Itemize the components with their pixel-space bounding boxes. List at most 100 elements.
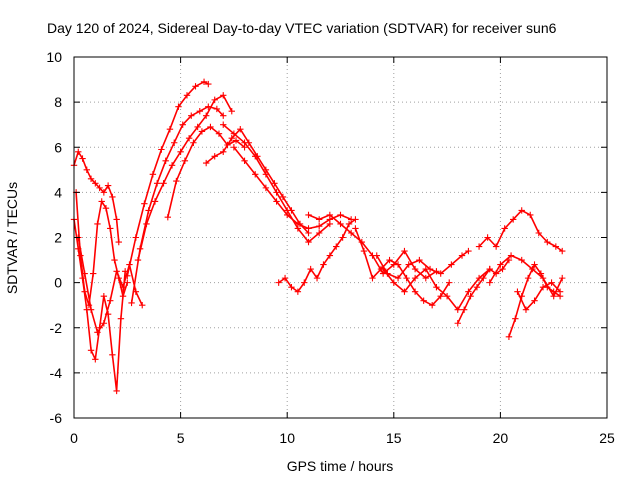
data-point — [196, 107, 203, 115]
data-point — [497, 261, 504, 268]
data-point — [315, 216, 323, 223]
data-point — [215, 130, 223, 137]
series-trace — [376, 250, 469, 279]
data-point — [100, 189, 108, 196]
series-track-13 — [305, 211, 440, 282]
data-point — [96, 184, 103, 192]
data-point — [288, 283, 295, 291]
data-point — [433, 283, 440, 291]
series-track-16 — [379, 265, 493, 313]
data-point — [559, 247, 566, 255]
data-point — [473, 283, 481, 291]
data-point — [281, 274, 289, 282]
series-trace — [233, 146, 352, 230]
data-point — [252, 171, 259, 178]
data-point — [160, 180, 167, 187]
data-point — [486, 279, 493, 286]
data-point — [373, 252, 380, 259]
data-point — [241, 157, 248, 164]
data-point — [379, 265, 387, 273]
data-point — [230, 130, 238, 137]
data-point — [124, 279, 131, 286]
data-point — [315, 223, 323, 230]
data-point — [518, 207, 525, 214]
data-point — [416, 256, 423, 264]
data-point — [111, 256, 118, 264]
data-point — [458, 252, 466, 259]
data-point — [422, 274, 429, 282]
data-point — [171, 139, 178, 146]
series-trace — [489, 254, 563, 298]
data-point — [548, 279, 555, 286]
series-trace — [478, 209, 563, 252]
series-track-5 — [124, 78, 212, 280]
data-point — [198, 128, 206, 135]
grid — [74, 57, 607, 418]
data-point — [454, 306, 461, 313]
x-tick-label: 25 — [599, 430, 615, 446]
data-point — [465, 288, 472, 295]
y-tick-label: -2 — [50, 320, 63, 336]
data-point — [132, 234, 140, 241]
y-tick-label: 0 — [54, 275, 62, 291]
data-point — [141, 200, 148, 207]
data-point — [158, 146, 165, 153]
data-point — [237, 126, 244, 133]
data-point — [79, 155, 86, 162]
data-point — [522, 306, 530, 313]
data-point — [220, 92, 227, 99]
data-point — [107, 225, 114, 232]
data-point — [507, 252, 515, 259]
y-tick-label: -6 — [50, 410, 63, 426]
series-trace — [75, 192, 129, 307]
data-point — [518, 256, 525, 264]
data-point — [467, 292, 474, 300]
data-point — [113, 216, 120, 223]
data-point — [524, 274, 532, 282]
data-point — [454, 320, 461, 327]
series-trace — [167, 126, 246, 218]
data-point — [539, 283, 547, 291]
series-track-21 — [514, 279, 564, 313]
data-point — [87, 347, 95, 354]
data-point — [181, 157, 189, 164]
data-point — [305, 238, 312, 246]
data-point — [437, 292, 444, 300]
data-point — [347, 229, 355, 237]
data-point — [220, 148, 227, 155]
series-track-14 — [352, 225, 453, 309]
data-point — [100, 292, 108, 300]
data-point — [360, 247, 368, 255]
data-point — [275, 279, 282, 286]
data-point — [252, 153, 259, 160]
data-point — [552, 243, 560, 250]
series-track-17 — [454, 256, 513, 327]
data-point — [386, 256, 393, 264]
data-point — [527, 211, 534, 219]
data-point — [492, 243, 500, 250]
data-point — [512, 315, 519, 322]
data-point — [153, 180, 161, 187]
data-point — [443, 292, 451, 300]
data-point — [107, 297, 114, 304]
data-point — [143, 220, 150, 228]
data-point — [307, 265, 314, 273]
y-tick-label: -4 — [50, 365, 63, 381]
data-point — [151, 198, 159, 205]
data-point — [420, 297, 427, 304]
series-trace — [126, 81, 209, 277]
data-point — [320, 261, 327, 268]
data-point — [164, 213, 172, 221]
data-point — [98, 198, 105, 205]
data-point — [75, 148, 82, 155]
data-point — [81, 288, 88, 295]
series-track-10 — [220, 121, 334, 246]
data-series — [70, 78, 566, 395]
data-point — [315, 229, 323, 237]
data-point — [273, 189, 280, 196]
data-point — [301, 279, 308, 286]
data-point — [284, 211, 291, 219]
y-tick-label: 8 — [54, 94, 62, 110]
series-track-11 — [230, 144, 355, 232]
